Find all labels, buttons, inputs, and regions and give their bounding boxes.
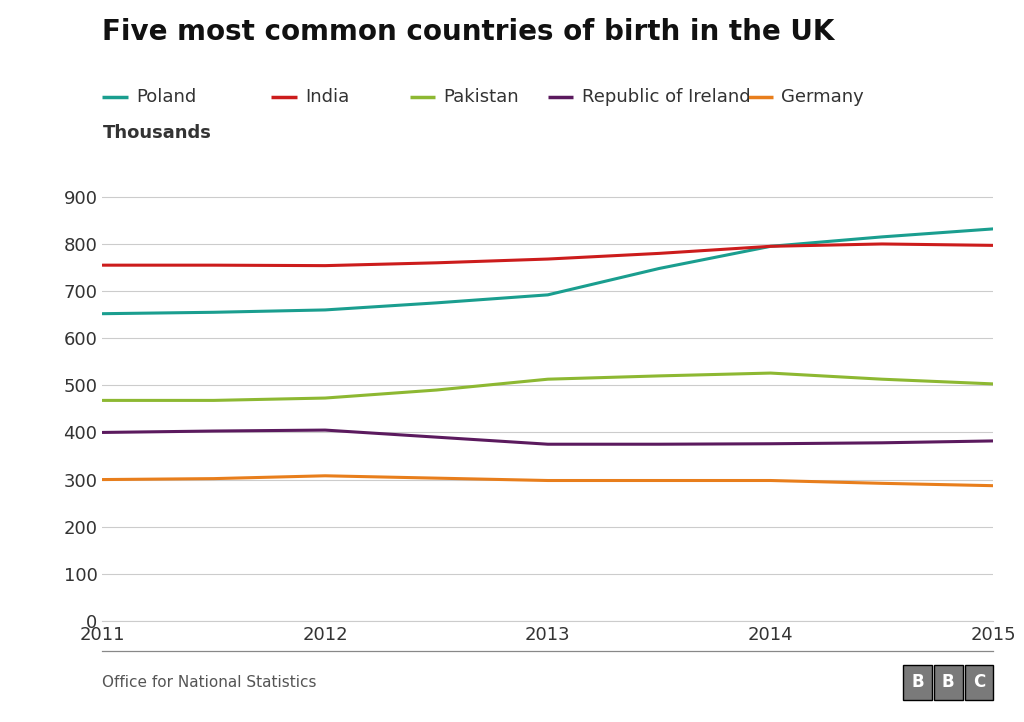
Text: B: B (942, 674, 954, 691)
Text: C: C (973, 674, 985, 691)
Text: Germany: Germany (781, 89, 864, 106)
Text: Thousands: Thousands (102, 123, 211, 142)
Text: Poland: Poland (136, 89, 197, 106)
Text: Republic of Ireland: Republic of Ireland (582, 89, 751, 106)
Text: Office for National Statistics: Office for National Statistics (102, 675, 316, 690)
Text: Pakistan: Pakistan (443, 89, 519, 106)
Text: B: B (911, 674, 924, 691)
Text: Five most common countries of birth in the UK: Five most common countries of birth in t… (102, 18, 835, 46)
Text: India: India (305, 89, 349, 106)
